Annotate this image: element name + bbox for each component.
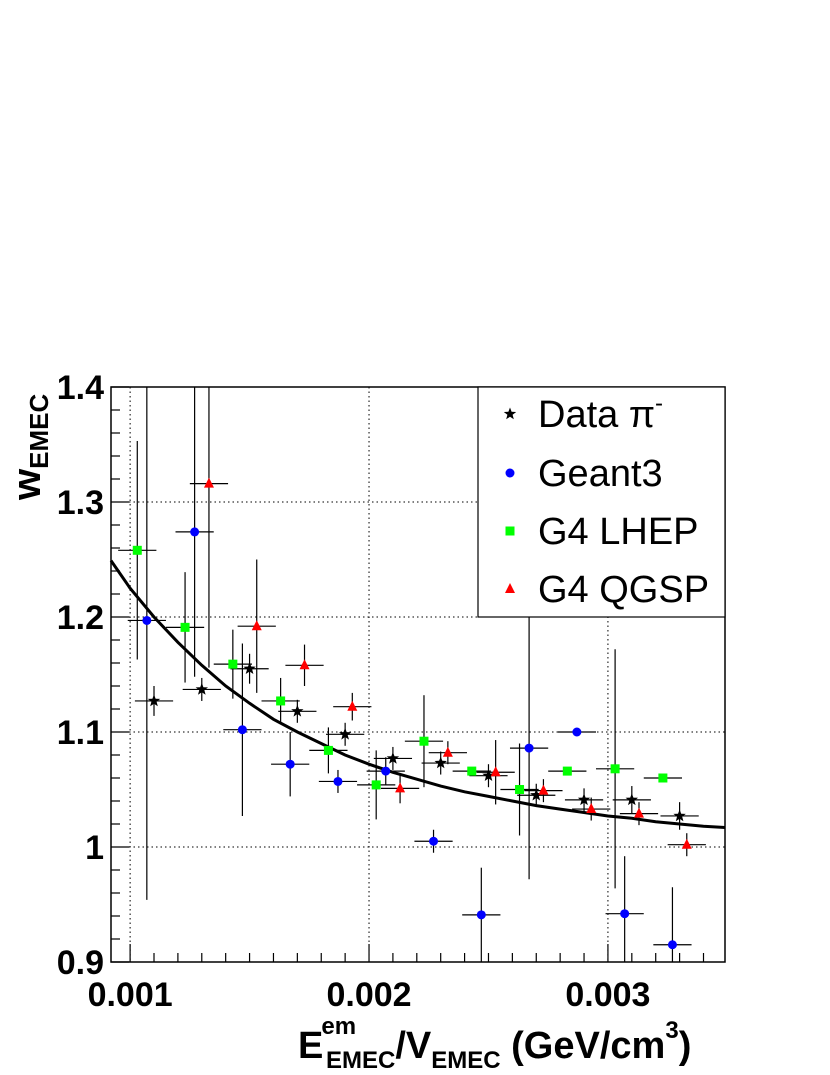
data-point-square [228, 659, 238, 669]
legend-circle-marker [505, 468, 515, 478]
legend-label-geant3: Geant3 [538, 453, 663, 495]
x-axis-title-units-sup: 3 [665, 1017, 678, 1044]
x-axis-title: Eem EMEC/VEMEC (GeV/cm3) [298, 1013, 691, 1074]
y-axis-title: wEMEC [5, 394, 54, 501]
data-point-triangle [251, 620, 262, 631]
data-point-circle [476, 910, 486, 920]
x-axis-title-e-sub: EMEC [326, 1047, 395, 1074]
data-point-triangle [633, 807, 644, 818]
x-axis-title-e-sup: em [321, 1013, 356, 1040]
legend-marker-square-icon [505, 526, 515, 536]
legend-triangle-marker [505, 583, 515, 593]
data-point-star [386, 752, 400, 764]
data-point-circle [429, 836, 439, 846]
data-point-circle [237, 725, 247, 735]
data-point-star [147, 694, 161, 707]
data-point-triangle [347, 700, 358, 711]
data-point-star [577, 793, 591, 806]
y-tick-label: 1 [85, 829, 104, 867]
legend-marker-star-icon [503, 407, 517, 420]
data-point-circle [333, 776, 343, 786]
data-point-star [195, 682, 208, 695]
data-point-star [673, 809, 686, 822]
data-point-circle [142, 615, 152, 625]
data-point-circle [285, 759, 295, 769]
legend-label-data: Data π- [538, 390, 663, 436]
data-point-circle [190, 527, 200, 537]
legend-item-geant3: Geant3 [505, 453, 663, 495]
x-axis-title-units-close: ) [679, 1025, 692, 1067]
legend-item-g4-lhep: G4 LHEP [505, 511, 699, 553]
legend-square-marker [505, 526, 515, 536]
data-point-circle [620, 909, 630, 919]
data-point-star [434, 756, 447, 769]
y-tick-label: 1.3 [57, 484, 104, 522]
data-point-triangle [586, 803, 597, 814]
legend-item-g4-qgsp: G4 QGSP [505, 569, 709, 611]
data-point-triangle [203, 477, 214, 488]
x-axis-title-slash-v: /V [395, 1025, 432, 1067]
legend-item-data: Data π- [503, 390, 663, 436]
data-point-circle [381, 766, 391, 776]
data-point-circle [524, 743, 534, 753]
legend-label-data-base: Data π [538, 394, 655, 436]
series-triangle [189, 387, 706, 857]
data-point-square [515, 785, 525, 794]
data-point-star [625, 793, 638, 806]
y-tick-label: 1.1 [57, 714, 104, 752]
legend-label-data-sup: - [655, 390, 663, 417]
fit-curve [109, 559, 726, 829]
data-point-triangle [395, 782, 406, 793]
data-point-square [371, 780, 381, 790]
data-point-star [482, 769, 495, 781]
data-point-square [658, 773, 668, 783]
legend: Data π- Geant3 G4 LHEP G4 QGSP [477, 386, 726, 618]
legend-label-g4-qgsp: G4 QGSP [538, 569, 709, 611]
series-square [118, 441, 682, 889]
data-points [118, 387, 706, 962]
fit-curve-group [109, 559, 726, 829]
legend-box [477, 386, 726, 618]
y-tick-label: 0.9 [57, 944, 104, 982]
data-point-triangle [299, 659, 310, 670]
y-tick-label: 1.4 [57, 369, 104, 407]
x-axis-title-e: E [298, 1025, 323, 1067]
legend-marker-triangle-icon [505, 583, 515, 593]
data-point-star [243, 662, 256, 674]
x-tick-label: 0.002 [326, 976, 411, 1014]
data-point-star [530, 788, 543, 801]
legend-marker-circle-icon [505, 468, 515, 478]
data-point-square [132, 545, 142, 555]
plot-frame [110, 386, 726, 963]
x-axis-title-v-sub: EMEC [431, 1047, 500, 1074]
data-point-star [339, 727, 352, 740]
data-point-square [467, 766, 477, 776]
series-circle [127, 387, 692, 962]
legend-star-marker [503, 407, 517, 420]
data-point-triangle [538, 784, 549, 795]
x-tick-label: 0.001 [88, 976, 173, 1014]
data-point-triangle [490, 766, 501, 777]
data-point-circle [667, 940, 677, 950]
data-point-square [562, 766, 572, 776]
data-point-square [610, 764, 620, 774]
data-point-star [291, 704, 304, 717]
legend-label-g4-lhep: G4 LHEP [538, 511, 699, 553]
y-axis-title-main: w [5, 468, 49, 501]
x-axis-title-units: (GeV/cm [501, 1025, 666, 1067]
y-tick-label: 1.2 [57, 599, 104, 637]
data-point-square [323, 745, 333, 755]
data-point-square [419, 736, 429, 746]
data-point-triangle [681, 838, 692, 849]
data-point-triangle [442, 746, 453, 757]
y-axis-title-sub: EMEC [24, 394, 54, 469]
series-star [134, 653, 699, 830]
data-point-square [276, 696, 286, 706]
data-point-circle [572, 727, 582, 737]
axis-ticks: 0.001 0.002 0.003 0.9 1 1.1 1.2 1.3 1.4 [57, 369, 705, 1014]
x-tick-label: 0.003 [565, 976, 650, 1014]
data-point-square [180, 622, 190, 632]
